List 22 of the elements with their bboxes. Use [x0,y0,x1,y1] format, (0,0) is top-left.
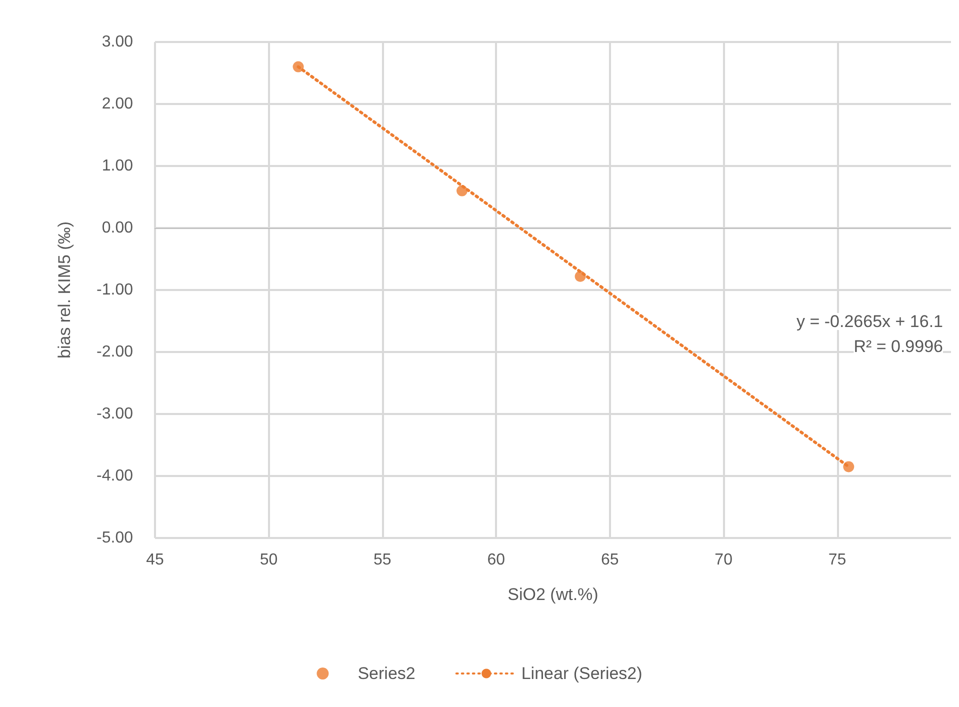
annotation: R² = 0.9996 [854,337,943,356]
x-tick-label: 45 [146,552,164,568]
annotation: y = -0.2665x + 16.1 [796,312,943,331]
y-tick-label: -2.00 [96,344,134,360]
y-tick-label: -5.00 [96,530,134,546]
x-tick-label: 65 [600,552,619,568]
x-axis-title: SiO2 (wt.%) [508,585,598,604]
y-axis-title: bias rel. KIM5 (‰) [55,222,74,358]
y-tick-label: -4.00 [96,468,134,484]
y-tick-label: 2.00 [102,96,134,112]
x-tick-label: 60 [487,552,506,568]
x-tick-label: 50 [260,552,278,568]
x-tick-label: 70 [714,552,733,568]
legend-label: Series2 [358,664,416,683]
x-tick-label: 55 [374,552,392,568]
y-tick-label: -3.00 [96,406,134,422]
y-tick-label: 0.00 [102,220,134,236]
y-tick-label: -1.00 [96,282,134,298]
y-tick-label: 3.00 [102,34,134,50]
legend-label: Linear (Series2) [521,664,642,683]
x-tick-label: 75 [828,552,846,568]
y-tick-label: 1.00 [102,158,134,174]
